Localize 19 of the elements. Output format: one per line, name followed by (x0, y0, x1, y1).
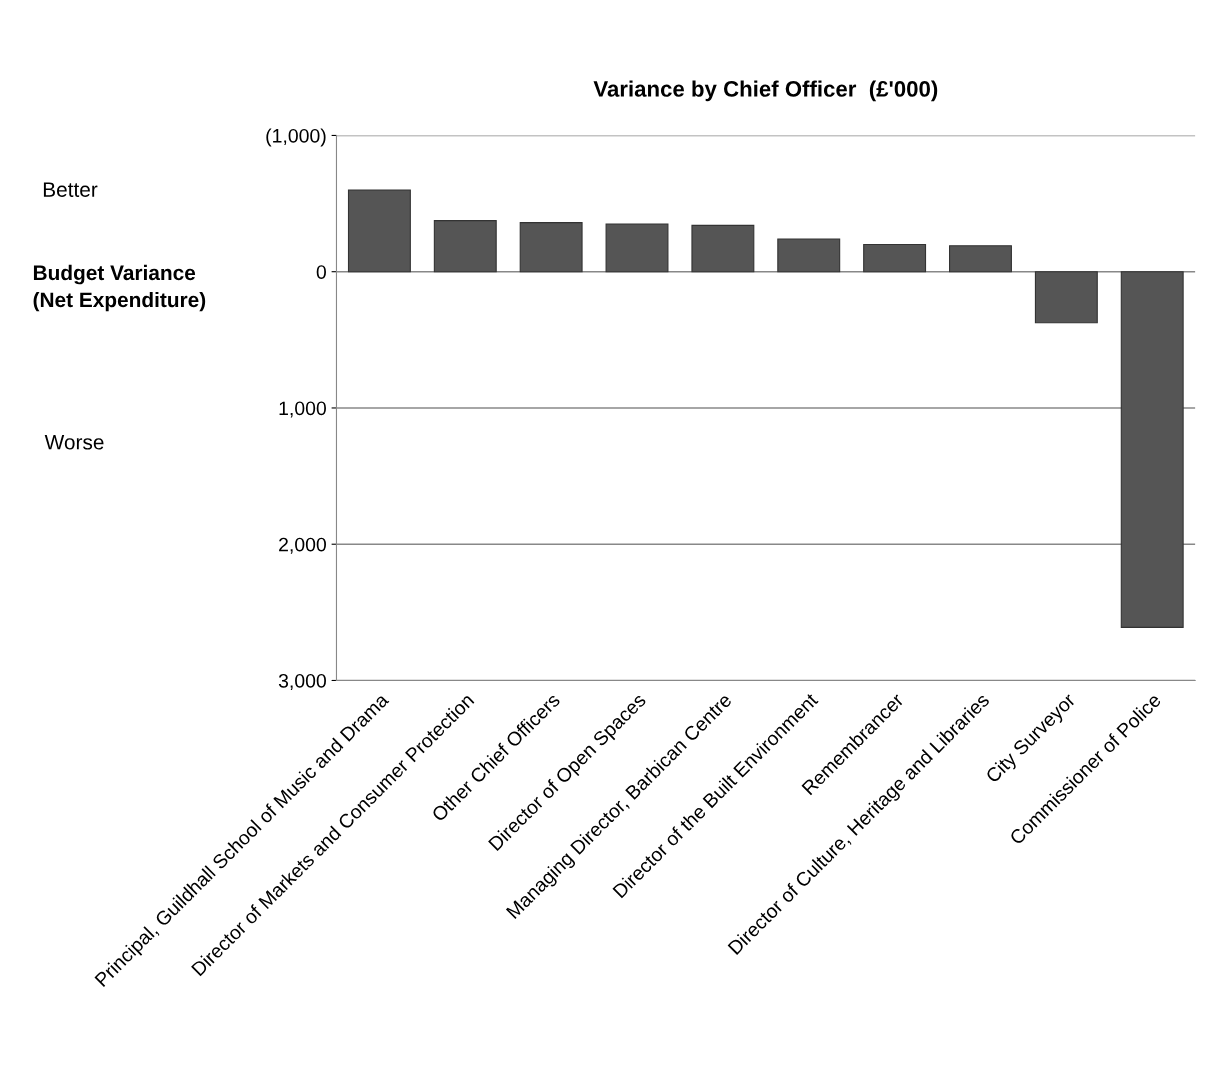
y-tick-label: 2,000 (279, 537, 326, 554)
text: Better (43, 182, 98, 197)
bar (1034, 271, 1098, 324)
bar (519, 222, 583, 273)
y-tick-label: 1,000 (279, 401, 326, 418)
y-tick-label: 3,000 (278, 673, 326, 691)
y-tick-label: (1,000) (266, 128, 326, 147)
bar (433, 220, 497, 273)
bar (1120, 271, 1184, 628)
y-tick-label: 0 (316, 265, 326, 279)
text: Worse (44, 435, 104, 450)
bar (347, 189, 411, 273)
bar (777, 238, 841, 273)
bar (605, 223, 669, 273)
y-axis-title: Budget Variance (Net Expenditure) (33, 264, 206, 312)
chart-title: Variance by Chief Officer (£'000) (593, 80, 938, 102)
bar (949, 245, 1012, 273)
bar (691, 224, 755, 273)
bar (863, 243, 927, 273)
